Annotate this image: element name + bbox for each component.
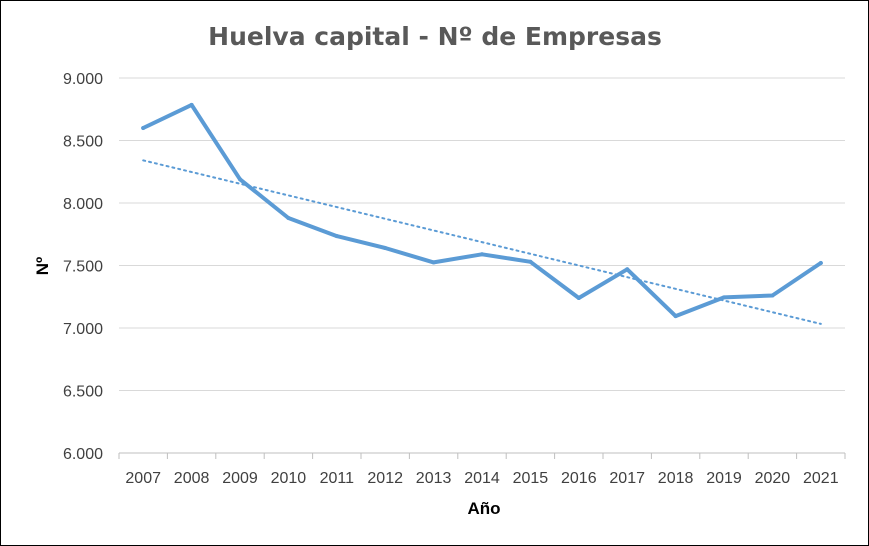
x-tick-label: 2020	[755, 470, 791, 487]
x-tick-label: 2018	[658, 470, 694, 487]
x-tick-label: 2014	[464, 470, 500, 487]
data-point	[383, 246, 388, 250]
x-tick-label: 2009	[222, 470, 258, 487]
y-tick-label: 8.000	[63, 196, 103, 213]
data-point	[141, 126, 146, 130]
y-tick-label: 7.000	[63, 321, 103, 338]
x-axis-title: Año	[467, 499, 500, 518]
y-tick-label: 7.500	[63, 259, 103, 276]
x-tick-label: 2015	[513, 470, 549, 487]
x-axis-ticks: 2007 2008 2009 2010 2011 2012 2013 2014 2015 2016…	[125, 470, 838, 487]
data-point	[528, 259, 533, 264]
y-tick-label: 8.500	[63, 134, 103, 151]
trendline	[142, 159, 822, 325]
series-line	[141, 102, 823, 319]
x-tick-label: 2013	[416, 470, 452, 487]
y-tick-label: 9.000	[63, 71, 103, 88]
data-point	[818, 261, 823, 265]
x-tick-label: 2016	[561, 470, 597, 487]
y-axis-ticks: 6.000 6.500 7.000 7.500 8.000 8.500 9.000	[63, 71, 103, 463]
x-tick-label: 2019	[706, 470, 742, 487]
data-point	[431, 260, 436, 265]
data-point	[722, 295, 726, 300]
data-point	[480, 252, 484, 257]
chart-title: Huelva capital - Nº de Empresas	[208, 22, 662, 51]
x-tick-label: 2012	[367, 470, 403, 487]
data-point	[334, 234, 339, 239]
x-tick-label: 2021	[803, 470, 839, 487]
x-tick-label: 2008	[174, 470, 210, 487]
series-layer	[141, 102, 823, 319]
data-point	[189, 102, 194, 107]
data-point	[673, 314, 678, 319]
y-tick-label: 6.000	[63, 446, 103, 463]
x-tick-label: 2010	[271, 470, 307, 487]
data-point	[286, 216, 291, 220]
data-point	[625, 267, 630, 272]
data-point	[238, 177, 242, 182]
data-point	[770, 293, 775, 298]
data-point	[576, 296, 581, 300]
x-tick-label: 2007	[125, 470, 161, 487]
x-tick-label: 2017	[609, 470, 645, 487]
y-axis-title: Nº	[33, 257, 52, 276]
y-tick-label: 6.500	[63, 384, 103, 401]
trendline-layer	[142, 159, 822, 325]
x-tick-label: 2011	[320, 470, 355, 487]
gridlines	[118, 77, 846, 459]
